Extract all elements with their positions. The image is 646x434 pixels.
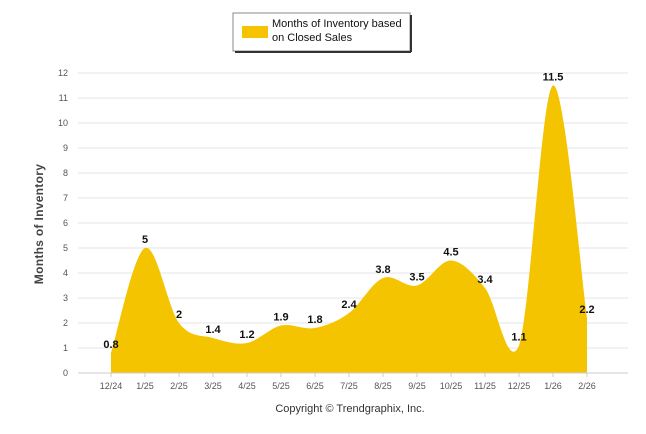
y-tick-3: 3	[63, 293, 68, 303]
x-tick-2/26: 2/26	[578, 381, 596, 391]
y-tick-1: 1	[63, 343, 68, 353]
data-label-1/25: 5	[142, 234, 148, 246]
legend-line-2: on Closed Sales	[272, 32, 353, 44]
data-label-3/25: 1.4	[205, 324, 221, 336]
y-tick-6: 6	[63, 218, 68, 228]
data-label-6/25: 1.8	[307, 314, 322, 326]
area-series	[111, 85, 587, 374]
y-tick-7: 7	[63, 193, 68, 203]
y-tick-8: 8	[63, 168, 68, 178]
y-tick-9: 9	[63, 143, 68, 153]
data-labels: 0.8 5 2 1.4 1.2 1.9 1.8 2.4 3.8 3.5 4.5 3.4 1.1 11.5 2…	[103, 72, 594, 352]
x-tick-2/25: 2/25	[170, 381, 188, 391]
x-tick-11/25: 11/25	[474, 381, 496, 391]
data-label-1/26: 11.5	[543, 72, 564, 84]
data-label-12/25: 1.1	[511, 332, 526, 344]
data-label-8/25: 3.8	[375, 264, 390, 276]
legend-line-1: Months of Inventory based	[272, 18, 402, 30]
area-fill	[111, 85, 587, 374]
y-axis-label: Months of Inventory	[32, 164, 46, 284]
data-label-5/25: 1.9	[273, 312, 288, 324]
data-label-4/25: 1.2	[239, 329, 254, 341]
x-tick-12/24: 12/24	[100, 381, 123, 391]
y-tick-10: 10	[58, 118, 68, 128]
x-tick-10/25: 10/25	[440, 381, 463, 391]
y-tick-12: 12	[58, 68, 68, 78]
x-tick-5/25: 5/25	[272, 381, 290, 391]
y-tick-11: 11	[59, 93, 68, 103]
y-tick-4: 4	[63, 268, 68, 278]
y-tick-0: 0	[63, 368, 68, 378]
data-label-9/25: 3.5	[409, 272, 424, 284]
y-tick-2: 2	[63, 318, 68, 328]
data-label-10/25: 4.5	[443, 247, 458, 259]
x-tick-4/25: 4/25	[238, 381, 256, 391]
data-label-11/25: 3.4	[477, 274, 493, 286]
data-label-7/25: 2.4	[341, 299, 357, 311]
legend-swatch	[242, 26, 268, 38]
data-label-2/25: 2	[176, 309, 182, 321]
x-tick-3/25: 3/25	[204, 381, 222, 391]
x-tick-12/25: 12/25	[508, 381, 531, 391]
x-tick-9/25: 9/25	[408, 381, 426, 391]
legend: Months of Inventory based on Closed Sale…	[232, 12, 412, 53]
x-tick-6/25: 6/25	[306, 381, 324, 391]
y-tick-5: 5	[63, 243, 68, 253]
copyright-footer: Copyright © Trendgraphix, Inc.	[275, 403, 424, 415]
data-label-12/24: 0.8	[103, 339, 118, 351]
x-tick-1/26: 1/26	[544, 381, 562, 391]
x-tick-7/25: 7/25	[340, 381, 358, 391]
x-tick-1/25: 1/25	[136, 381, 154, 391]
x-axis-ticks: 12/24 1/25 2/25 3/25 4/25 5/25 6/25 7/25 8/25 9/2…	[100, 373, 596, 391]
x-tick-8/25: 8/25	[374, 381, 392, 391]
data-label-2/26: 2.2	[579, 304, 594, 316]
